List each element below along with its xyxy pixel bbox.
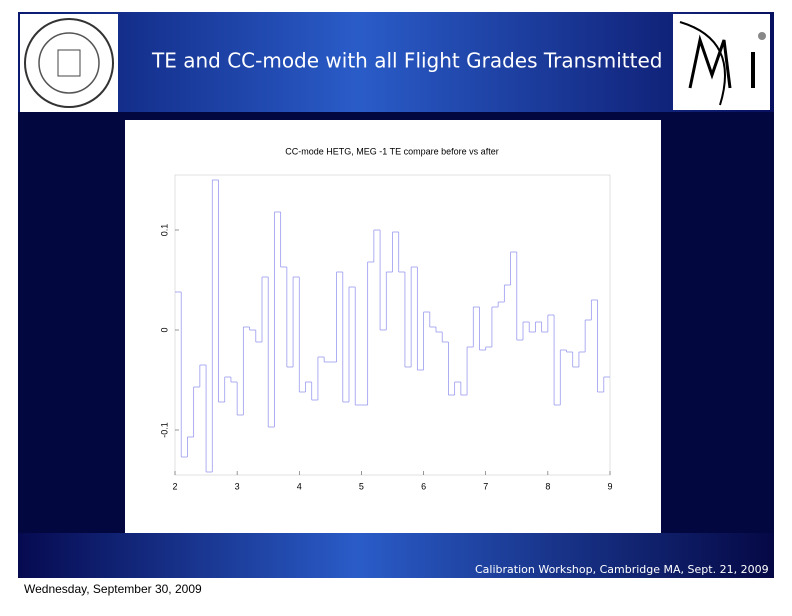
x-tick-label: 6 — [421, 481, 426, 491]
x-tick-label: 2 — [172, 481, 177, 491]
logo-i — [751, 52, 755, 88]
y-tick-label: 0.1 — [159, 224, 169, 237]
x-tick-label: 7 — [483, 481, 488, 491]
slide-footer: Calibration Workshop, Cambridge MA, Sept… — [475, 563, 769, 576]
x-tick-label: 3 — [235, 481, 240, 491]
y-tick-label: -0.1 — [159, 422, 169, 438]
x-tick-label: 9 — [607, 481, 612, 491]
x-tick-label: 8 — [545, 481, 550, 491]
header-band — [18, 12, 774, 112]
chart-panel — [125, 120, 661, 533]
logo-arc — [679, 21, 726, 106]
seal-emblem — [57, 49, 81, 77]
chart-title: CC-mode HETG, MEG -1 TE compare before v… — [285, 146, 498, 156]
footer-band — [18, 533, 774, 578]
plot-frame — [174, 174, 611, 476]
y-tick-label: 0 — [159, 327, 169, 332]
logo-dot — [758, 32, 766, 40]
mit-seal — [20, 14, 118, 112]
logo-m — [688, 34, 732, 89]
slide-title: TE and CC-mode with all Flight Grades Tr… — [151, 49, 662, 73]
date-stamp: Wednesday, September 30, 2009 — [24, 582, 202, 596]
x-tick-label: 4 — [297, 481, 302, 491]
seal-inner — [38, 32, 100, 94]
x-tick-label: 5 — [359, 481, 364, 491]
mki-logo — [673, 14, 770, 110]
seal-ring — [24, 18, 114, 108]
